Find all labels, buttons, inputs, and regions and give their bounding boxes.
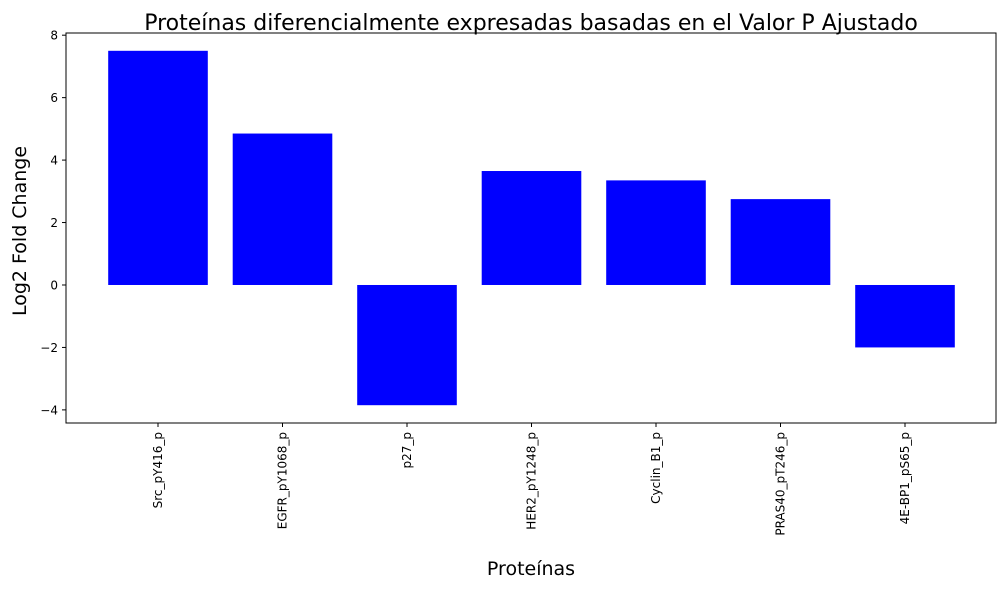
y-tick-label: −2: [40, 341, 58, 355]
x-tick-label: Cyclin_B1_p: [649, 432, 663, 504]
bar-Cyclin_B1_p: [606, 180, 706, 285]
x-tick-label: PRAS40_pT246_p: [774, 432, 788, 536]
bar-EGFR_pY1068_p: [232, 133, 333, 285]
y-tick-label: 2: [50, 216, 58, 230]
x-axis-label: Proteínas: [487, 558, 575, 580]
x-tick-label: HER2_pY1248_p: [525, 432, 539, 530]
y-axis-label: Log2 Fold Change: [9, 146, 31, 316]
bar-Src_pY416_p: [108, 50, 208, 285]
x-tick-label: EGFR_pY1068_p: [276, 432, 290, 529]
y-axis-ticks: −4 −2 0 2 4 6 8: [40, 29, 66, 417]
y-tick-label: −4: [40, 403, 58, 417]
bar-HER2_pY1248_p: [481, 171, 582, 285]
x-tick-label: 4E-BP1_pS65_p: [898, 432, 912, 524]
chart-title: Proteínas diferencialmente expresadas ba…: [144, 11, 918, 36]
x-tick-label: Src_pY416_p: [151, 432, 165, 508]
y-tick-label: 4: [50, 154, 58, 168]
bar-PRAS40_pT246_p: [730, 199, 831, 285]
y-tick-label: 6: [50, 91, 58, 105]
y-tick-label: 0: [50, 278, 58, 292]
bar-p27_p: [357, 284, 457, 406]
plot-frame: [65, 32, 997, 424]
bars-group: [108, 50, 955, 406]
bar-4E-BP1_pS65_p: [855, 284, 955, 348]
y-tick-label: 8: [50, 29, 58, 43]
x-tick-label: p27_p: [400, 432, 414, 469]
x-axis-ticks: Src_pY416_p EGFR_pY1068_p p27_p HER2_pY1248…: [151, 423, 912, 536]
